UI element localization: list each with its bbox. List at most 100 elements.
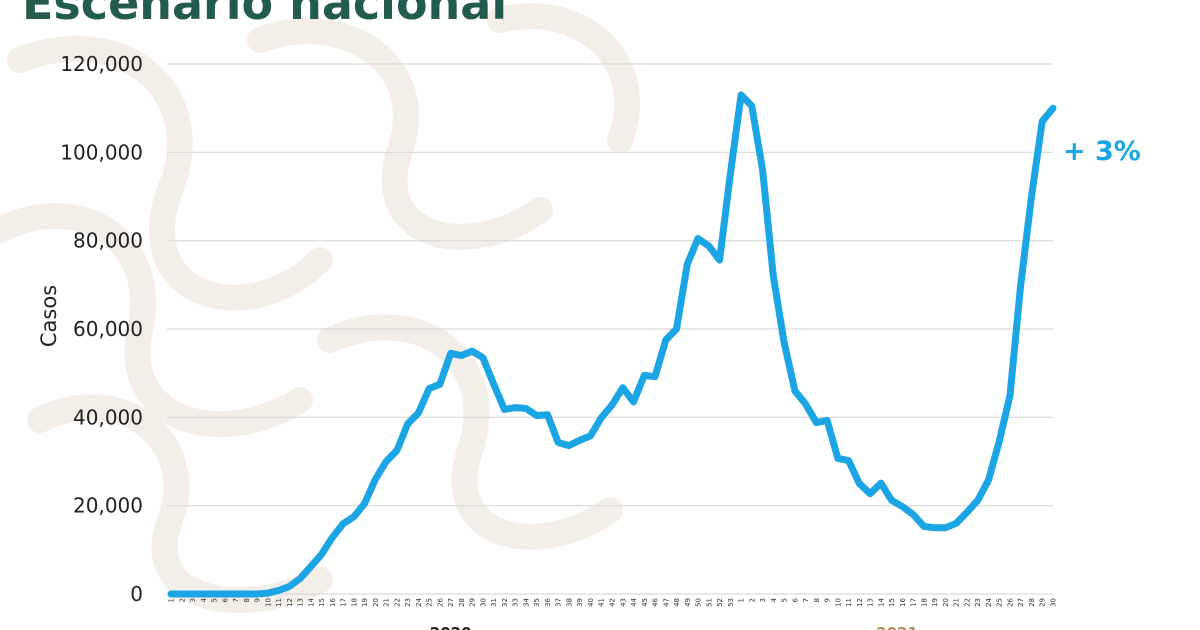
- x-tick-label: 12: [286, 598, 294, 607]
- x-tick-label: 40: [587, 598, 595, 607]
- x-tick-label: 28: [458, 598, 466, 607]
- gridlines: [167, 63, 1053, 595]
- x-tick-label: 39: [576, 598, 584, 607]
- x-tick-label: 44: [630, 597, 638, 606]
- x-tick-label: 19: [361, 598, 369, 607]
- x-tick-label: 1: [738, 598, 746, 602]
- x-tick-label: 24: [985, 597, 993, 606]
- x-tick-label: 27: [1017, 598, 1025, 607]
- x-tick-label: 38: [565, 598, 573, 607]
- y-tick-label: 40,000: [73, 405, 143, 429]
- x-tick-label: 14: [877, 597, 885, 606]
- x-tick-label: 51: [705, 598, 713, 607]
- x-tick-label: 21: [383, 598, 391, 607]
- x-tick-label: 25: [426, 598, 434, 607]
- x-tick-label: 36: [544, 597, 552, 606]
- x-tick-label: 16: [899, 597, 907, 606]
- x-tick-label: 8: [813, 598, 821, 602]
- x-tick-label: 5: [781, 598, 789, 602]
- growth-annotation: + 3%: [1063, 136, 1141, 167]
- y-tick-label: 100,000: [60, 140, 143, 164]
- x-tick-label: 4: [770, 597, 778, 602]
- x-tick-label: 35: [533, 598, 541, 607]
- page-title: Escenario nacional: [22, 0, 508, 30]
- x-tick-label: 10: [264, 598, 272, 607]
- y-tick-label: 20,000: [73, 494, 143, 518]
- x-tick-label: 20: [372, 598, 380, 607]
- x-tick-label: 29: [469, 598, 477, 607]
- y-axis-ticks: 0 20,000 40,000 60,000 80,000 100,000 120,000: [60, 52, 143, 606]
- x-tick-label: 50: [695, 598, 703, 607]
- x-tick-label: 34: [522, 597, 530, 606]
- x-tick-label: 23: [974, 598, 982, 607]
- x-tick-label: 25: [996, 598, 1004, 607]
- x-tick-label: 46: [652, 597, 660, 606]
- x-tick-label: 29: [1039, 598, 1047, 607]
- x-tick-label: 17: [340, 598, 348, 607]
- x-tick-label: 11: [845, 598, 853, 607]
- x-tick-label: 11: [275, 598, 283, 607]
- x-tick-label: 30: [479, 598, 487, 607]
- x-tick-label: 9: [824, 598, 832, 602]
- x-tick-label: 16: [329, 597, 337, 606]
- x-tick-label: 19: [931, 598, 939, 607]
- x-tick-label: 31: [490, 598, 498, 607]
- x-tick-label: 43: [619, 598, 627, 607]
- x-tick-label: 27: [447, 598, 455, 607]
- year-label: 2020: [430, 624, 472, 630]
- x-tick-label: 1: [168, 598, 176, 602]
- x-tick-label: 26: [436, 597, 444, 606]
- series-line-casos: [167, 91, 1057, 598]
- x-tick-label: 26: [1006, 597, 1014, 606]
- x-tick-label: 15: [318, 598, 326, 607]
- x-tick-label: 13: [867, 598, 875, 607]
- x-tick-label: 49: [684, 598, 692, 607]
- x-tick-label: 53: [727, 598, 735, 607]
- x-tick-label: 9: [254, 598, 262, 602]
- x-tick-label: 21: [953, 598, 961, 607]
- x-tick-label: 37: [555, 598, 563, 607]
- x-tick-label: 47: [662, 598, 670, 607]
- x-tick-label: 23: [404, 598, 412, 607]
- y-axis-label: Casos: [37, 285, 61, 347]
- x-axis-ticks: 1 2 3 4 5 6 7 8 9 10 11 12 13 14 15 16 17 18 19 20 21 22 23 24 2…: [168, 597, 1058, 606]
- x-tick-label: 17: [910, 598, 918, 607]
- x-tick-label: 18: [920, 598, 928, 607]
- y-tick-label: 60,000: [73, 317, 143, 341]
- x-tick-label: 3: [759, 598, 767, 602]
- x-tick-label: 5: [211, 598, 219, 602]
- x-tick-label: 4: [200, 597, 208, 602]
- x-tick-label: 7: [232, 598, 240, 602]
- x-tick-label: 45: [641, 598, 649, 607]
- x-tick-label: 33: [512, 598, 520, 607]
- x-tick-label: 22: [393, 598, 401, 607]
- x-tick-label: 6: [221, 597, 229, 602]
- x-tick-label: 15: [888, 598, 896, 607]
- x-tick-label: 22: [963, 598, 971, 607]
- x-tick-label: 10: [834, 598, 842, 607]
- x-tick-label: 28: [1028, 598, 1036, 607]
- x-tick-label: 20: [942, 598, 950, 607]
- x-tick-label: 2: [178, 598, 186, 602]
- x-tick-label: 48: [673, 598, 681, 607]
- x-tick-label: 2: [748, 598, 756, 602]
- x-tick-label: 7: [802, 598, 810, 602]
- x-tick-label: 8: [243, 598, 251, 602]
- y-tick-label: 80,000: [73, 229, 143, 253]
- x-tick-label: 41: [598, 598, 606, 607]
- y-tick-label: 0: [130, 582, 143, 606]
- y-tick-label: 120,000: [60, 52, 143, 76]
- x-tick-label: 52: [716, 598, 724, 607]
- x-tick-label: 14: [307, 597, 315, 606]
- x-tick-label: 24: [415, 597, 423, 606]
- x-tick-label: 13: [297, 598, 305, 607]
- x-tick-label: 3: [189, 598, 197, 602]
- x-tick-label: 30: [1050, 598, 1058, 607]
- x-tick-label: 18: [350, 598, 358, 607]
- x-tick-label: 12: [856, 598, 864, 607]
- x-tick-label: 6: [791, 597, 799, 602]
- x-tick-label: 32: [501, 598, 509, 607]
